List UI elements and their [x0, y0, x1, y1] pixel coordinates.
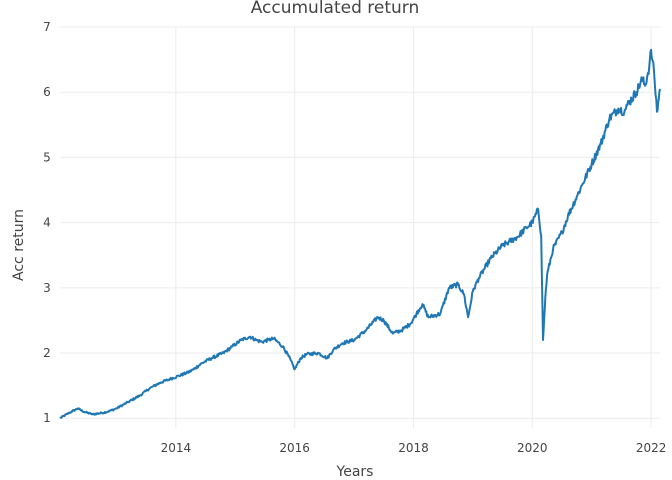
- series-group: [59, 48, 661, 419]
- x-axis-title: Years: [336, 464, 374, 480]
- y-tick-label: 5: [43, 150, 51, 164]
- x-axis-ticks: 2014 2016 2018 2020 2022: [161, 441, 667, 455]
- x-tick-label: 2022: [636, 441, 667, 455]
- x-tick-label: 2016: [279, 441, 310, 455]
- y-tick-label: 4: [43, 216, 51, 230]
- y-tick-label: 3: [43, 281, 51, 295]
- x-tick-label: 2014: [161, 441, 192, 455]
- y-axis-ticks: 1 2 3 4 5 6 7: [43, 20, 51, 425]
- y-tick-label: 2: [43, 346, 51, 360]
- chart-title: Accumulated return: [251, 0, 420, 18]
- series-line: [59, 48, 661, 419]
- y-tick-label: 7: [43, 20, 51, 34]
- x-tick-label: 2018: [398, 441, 429, 455]
- y-tick-label: 6: [43, 85, 51, 99]
- grid: [60, 26, 660, 428]
- y-tick-label: 1: [43, 411, 51, 425]
- x-tick-label: 2020: [517, 441, 548, 455]
- y-axis-title: Acc return: [11, 209, 27, 281]
